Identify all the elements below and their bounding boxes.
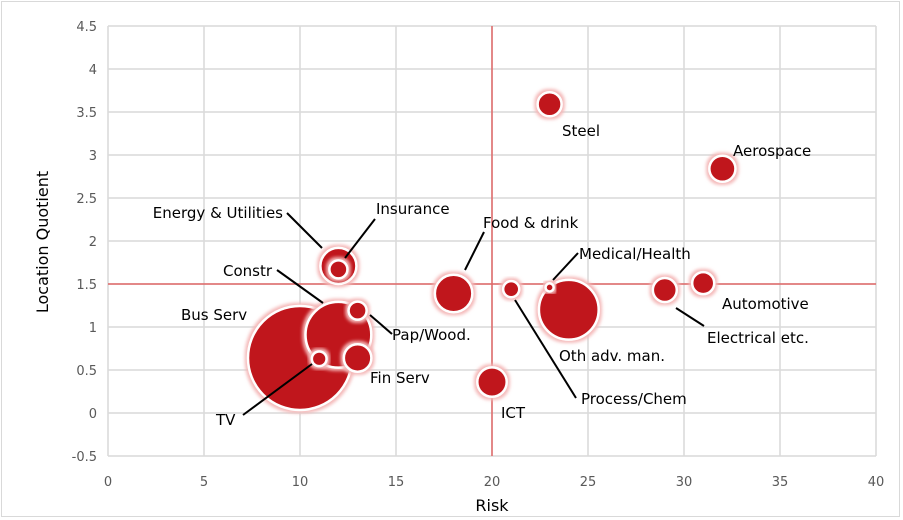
y-tick-label: 4.5 <box>76 20 97 35</box>
leader-line <box>344 218 376 259</box>
bubble <box>347 300 368 321</box>
bubble <box>537 278 600 341</box>
y-tick-label: 4 <box>89 63 97 78</box>
tick-labels: 0 5 10 15 20 25 30 35 40 -0.5 0 0.5 1 1.5 2 2.5 3 3.5 4 4.5 <box>72 20 885 490</box>
leader-line <box>675 307 705 327</box>
data-label: Aerospace <box>733 142 811 160</box>
leader-line <box>242 363 313 416</box>
data-label: Pap/Wood. <box>392 326 471 344</box>
bubble <box>328 259 349 280</box>
leader-line <box>276 269 324 304</box>
data-label: Fin Serv <box>370 369 430 387</box>
y-tick-label: 0.5 <box>76 364 97 379</box>
y-axis-title: Location Quotient <box>33 171 52 313</box>
x-tick-label: 5 <box>200 475 208 490</box>
bubble <box>476 366 508 398</box>
data-label: Electrical etc. <box>707 329 809 347</box>
y-tick-label: 2.5 <box>76 192 97 207</box>
data-label: Energy & Utilities <box>153 204 283 222</box>
data-label: Insurance <box>376 200 450 218</box>
y-tick-label: 3.5 <box>76 106 97 121</box>
leader-line <box>514 299 577 399</box>
leader-line <box>286 212 323 249</box>
y-tick-label: 1.5 <box>76 278 97 293</box>
bubble <box>433 273 474 314</box>
bubble <box>310 350 328 368</box>
data-labels: Bus Serv Constr Oth adv. man. Food & drink E… <box>153 122 811 429</box>
y-tick-label: -0.5 <box>72 450 97 465</box>
x-tick-label: 25 <box>580 475 597 490</box>
x-tick-label: 20 <box>484 475 501 490</box>
data-label: Constr <box>223 262 273 280</box>
x-tick-label: 40 <box>868 475 885 490</box>
y-tick-label: 3 <box>89 149 97 164</box>
data-label: TV <box>215 411 236 429</box>
bubble <box>690 270 716 296</box>
y-tick-label: 1 <box>89 321 97 336</box>
y-tick-label: 0 <box>89 407 97 422</box>
data-label: Food & drink <box>483 214 579 232</box>
data-label: Oth adv. man. <box>559 347 665 365</box>
x-tick-label: 10 <box>292 475 309 490</box>
bubble <box>342 342 373 373</box>
bubbles <box>246 91 737 412</box>
leader-line <box>552 252 579 281</box>
data-label: Automotive <box>722 295 809 313</box>
data-label: Process/Chem <box>581 390 687 408</box>
x-tick-label: 30 <box>676 475 693 490</box>
x-tick-label: 0 <box>104 475 112 490</box>
bubble <box>651 276 679 304</box>
leader-line <box>464 231 485 271</box>
data-label: Steel <box>562 122 600 140</box>
bubble <box>544 282 555 293</box>
leader-line <box>369 314 393 335</box>
data-label: ICT <box>501 404 526 422</box>
bubble <box>501 279 521 299</box>
x-tick-label: 35 <box>772 475 789 490</box>
data-label: Bus Serv <box>181 306 247 324</box>
y-tick-label: 2 <box>89 235 97 250</box>
bubble <box>536 91 563 118</box>
leader-lines <box>242 212 705 416</box>
x-axis-title: Risk <box>475 496 509 515</box>
data-label: Medical/Health <box>579 245 691 263</box>
bubble <box>708 154 737 184</box>
x-tick-label: 15 <box>388 475 405 490</box>
